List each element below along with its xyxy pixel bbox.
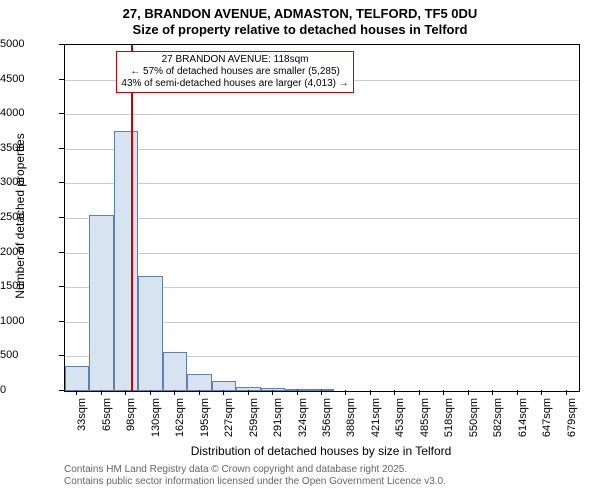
- plot-area: 27 BRANDON AVENUE: 118sqm← 57% of detach…: [64, 44, 580, 392]
- ytick: [59, 182, 64, 183]
- ytick-label: 5000: [0, 38, 56, 50]
- ytick: [59, 113, 64, 114]
- xtick-label: 647sqm: [541, 398, 553, 438]
- xtick: [468, 390, 469, 395]
- xtick-label: 195sqm: [199, 398, 211, 438]
- xtick: [394, 390, 395, 395]
- xtick-label: 324sqm: [297, 398, 309, 438]
- ytick-label: 2500: [0, 211, 56, 223]
- property-marker-line: [131, 45, 133, 391]
- annotation-line1: 27 BRANDON AVENUE: 118sqm: [121, 54, 348, 66]
- annotation-box: 27 BRANDON AVENUE: 118sqm← 57% of detach…: [116, 51, 353, 93]
- gridline: [65, 149, 579, 150]
- x-axis-label: Distribution of detached houses by size …: [64, 444, 578, 458]
- xtick-label: 614sqm: [517, 398, 529, 438]
- xtick-label: 65sqm: [101, 398, 113, 438]
- xtick-label: 388sqm: [345, 398, 357, 438]
- histogram-bar: [65, 366, 89, 391]
- xtick: [297, 390, 298, 395]
- xtick-label: 227sqm: [223, 398, 235, 438]
- xtick-label: 130sqm: [150, 398, 162, 438]
- xtick-label: 162sqm: [174, 398, 186, 438]
- histogram-bar: [114, 131, 138, 391]
- histogram-bar: [89, 215, 113, 391]
- gridline: [65, 218, 579, 219]
- annotation-line2: ← 57% of detached houses are smaller (5,…: [121, 66, 348, 78]
- xtick: [223, 390, 224, 395]
- xtick: [492, 390, 493, 395]
- chart-container: 27, BRANDON AVENUE, ADMASTON, TELFORD, T…: [0, 0, 600, 500]
- xtick-label: 33sqm: [76, 398, 88, 438]
- ytick-label: 0: [0, 384, 56, 396]
- gridline: [65, 114, 579, 115]
- xtick-label: 518sqm: [443, 398, 455, 438]
- gridline: [65, 183, 579, 184]
- chart-title: 27, BRANDON AVENUE, ADMASTON, TELFORD, T…: [0, 0, 600, 37]
- ytick-label: 3000: [0, 176, 56, 188]
- ytick: [59, 390, 64, 391]
- xtick-label: 291sqm: [272, 398, 284, 438]
- ytick: [59, 44, 64, 45]
- xtick: [174, 390, 175, 395]
- xtick-label: 453sqm: [394, 398, 406, 438]
- xtick-label: 485sqm: [419, 398, 431, 438]
- footer-line2: Contains public sector information licen…: [64, 476, 446, 488]
- xtick: [248, 390, 249, 395]
- histogram-bar: [187, 374, 211, 391]
- annotation-line3: 43% of semi-detached houses are larger (…: [121, 78, 348, 90]
- ytick-label: 4000: [0, 107, 56, 119]
- xtick: [272, 390, 273, 395]
- histogram-bar: [138, 276, 162, 391]
- ytick-label: 3500: [0, 142, 56, 154]
- histogram-bar: [163, 352, 187, 391]
- histogram-bar: [285, 389, 309, 391]
- xtick-label: 259sqm: [248, 398, 260, 438]
- attribution-footer: Contains HM Land Registry data © Crown c…: [64, 464, 446, 488]
- xtick-label: 550sqm: [468, 398, 480, 438]
- xtick: [321, 390, 322, 395]
- ytick: [59, 252, 64, 253]
- ytick: [59, 217, 64, 218]
- ytick: [59, 355, 64, 356]
- xtick: [125, 390, 126, 395]
- xtick: [150, 390, 151, 395]
- xtick-label: 356sqm: [321, 398, 333, 438]
- ytick-label: 500: [0, 349, 56, 361]
- xtick-label: 98sqm: [125, 398, 137, 438]
- footer-line1: Contains HM Land Registry data © Crown c…: [64, 464, 446, 476]
- title-line1: 27, BRANDON AVENUE, ADMASTON, TELFORD, T…: [0, 6, 600, 22]
- xtick-label: 421sqm: [370, 398, 382, 438]
- xtick: [101, 390, 102, 395]
- ytick: [59, 321, 64, 322]
- xtick: [541, 390, 542, 395]
- xtick: [76, 390, 77, 395]
- xtick: [370, 390, 371, 395]
- xtick: [345, 390, 346, 395]
- ytick-label: 1500: [0, 280, 56, 292]
- gridline: [65, 253, 579, 254]
- xtick: [443, 390, 444, 395]
- xtick-label: 582sqm: [492, 398, 504, 438]
- xtick: [199, 390, 200, 395]
- ytick-label: 2000: [0, 246, 56, 258]
- ytick: [59, 148, 64, 149]
- xtick-label: 679sqm: [566, 398, 578, 438]
- title-line2: Size of property relative to detached ho…: [0, 22, 600, 38]
- ytick: [59, 79, 64, 80]
- ytick: [59, 286, 64, 287]
- xtick: [419, 390, 420, 395]
- ytick-label: 4500: [0, 73, 56, 85]
- ytick-label: 1000: [0, 315, 56, 327]
- xtick: [566, 390, 567, 395]
- xtick: [517, 390, 518, 395]
- histogram-bar: [236, 387, 260, 391]
